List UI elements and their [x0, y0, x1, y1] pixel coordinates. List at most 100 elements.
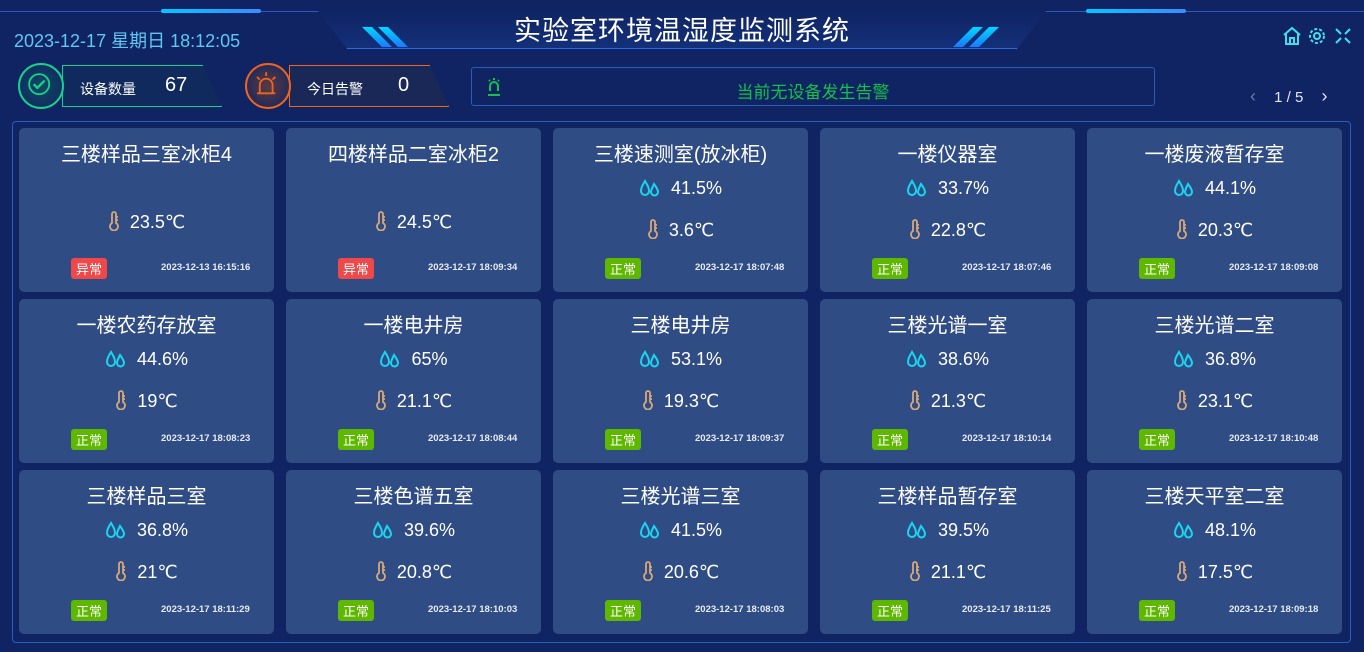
device-card[interactable]: 三楼光谱二室 36.8% 23.1℃ 正常 2023-12-17 18:10:48 — [1087, 299, 1342, 463]
status-badge: 正常 — [1139, 600, 1176, 621]
device-name: 三楼光谱三室 — [620, 486, 741, 508]
thermometer-icon — [643, 390, 653, 411]
temperature-value: 17.5℃ — [1197, 562, 1254, 582]
thermometer-icon — [116, 390, 127, 411]
home-icon[interactable] — [1282, 26, 1302, 46]
check-cycle-icon — [18, 63, 64, 109]
device-card[interactable]: 一楼仪器室 33.7% 22.8℃ 正常 2023-12-17 18:07:46 — [820, 128, 1075, 292]
humidity-value: 38.6% — [937, 349, 990, 369]
humidity-icon — [372, 521, 392, 539]
temperature-value: 21.1℃ — [396, 391, 453, 411]
humidity-reading: 38.6% — [820, 349, 1075, 370]
thermometer-icon — [910, 219, 920, 240]
temperature-value: 3.6℃ — [668, 220, 715, 240]
temperature-reading: 24.5℃ — [286, 211, 541, 233]
device-card[interactable]: 三楼色谱五室 39.6% 20.8℃ 正常 2023-12-17 18:10:03 — [286, 470, 541, 634]
temperature-reading: 21.1℃ — [820, 561, 1075, 583]
device-name: 四楼样品二室冰柜2 — [327, 144, 500, 166]
fullscreen-icon[interactable] — [1333, 26, 1353, 46]
status-badge: 异常 — [71, 258, 108, 279]
device-card[interactable]: 三楼光谱一室 38.6% 21.3℃ 正常 2023-12-17 18:10:14 — [820, 299, 1075, 463]
device-name: 三楼样品三室冰柜4 — [60, 144, 233, 166]
temperature-reading: 21.3℃ — [820, 390, 1075, 412]
device-name: 三楼样品暂存室 — [877, 486, 1018, 508]
status-badge: 正常 — [605, 600, 642, 621]
device-name: 三楼速测室(放冰柜) — [593, 144, 768, 166]
temperature-reading: 19.3℃ — [553, 390, 808, 412]
humidity-icon — [906, 350, 926, 368]
humidity-reading: 41.5% — [553, 520, 808, 541]
device-card[interactable]: 一楼废液暂存室 44.1% 20.3℃ 正常 2023-12-17 18:09:08 — [1087, 128, 1342, 292]
humidity-value: 39.6% — [403, 520, 456, 540]
thermometer-icon — [643, 561, 653, 582]
humidity-icon — [1173, 521, 1193, 539]
thermometer-icon — [1177, 219, 1187, 240]
status-badge: 正常 — [1139, 258, 1176, 279]
prev-page-button[interactable]: ‹ — [1250, 86, 1256, 106]
device-name: 一楼电井房 — [363, 315, 464, 337]
device-card[interactable]: 三楼样品暂存室 39.5% 21.1℃ 正常 2023-12-17 18:11:25 — [820, 470, 1075, 634]
temperature-value: 20.8℃ — [396, 562, 453, 582]
device-card[interactable]: 三楼电井房 53.1% 19.3℃ 正常 2023-12-17 18:09:37 — [553, 299, 808, 463]
status-badge: 正常 — [338, 429, 375, 450]
alarm-banner-text: 当前无设备发生告警 — [736, 83, 890, 102]
device-card[interactable]: 三楼光谱三室 41.5% 20.6℃ 正常 2023-12-17 18:08:03 — [553, 470, 808, 634]
temperature-reading: 23.1℃ — [1087, 390, 1342, 412]
status-badge: 正常 — [605, 429, 642, 450]
device-card[interactable]: 三楼样品三室 36.8% 21℃ 正常 2023-12-17 18:11:29 — [19, 470, 274, 634]
device-name: 三楼光谱二室 — [1154, 315, 1275, 337]
update-time: 2023-12-17 18:10:14 — [962, 433, 1052, 444]
datetime: 2023-12-17 星期日 18:12:05 — [14, 31, 241, 51]
device-card[interactable]: 四楼样品二室冰柜2 24.5℃ 异常 2023-12-17 18:09:34 — [286, 128, 541, 292]
humidity-value: 53.1% — [670, 349, 723, 369]
humidity-icon — [906, 179, 926, 197]
today-alarm-frame — [289, 65, 449, 107]
device-name: 三楼光谱一室 — [887, 315, 1008, 337]
humidity-value: 41.5% — [670, 178, 723, 198]
header-accent-left — [161, 9, 261, 13]
update-time: 2023-12-17 18:09:37 — [695, 433, 785, 444]
next-page-button[interactable]: › — [1321, 86, 1328, 106]
temperature-value: 21℃ — [137, 562, 178, 582]
device-card[interactable]: 三楼天平室二室 48.1% 17.5℃ 正常 2023-12-17 18:09:18 — [1087, 470, 1342, 634]
update-time: 2023-12-17 18:11:29 — [161, 604, 250, 615]
device-grid: 三楼样品三室冰柜4 23.5℃ 异常 2023-12-13 16:15:16 四楼样品二… — [12, 121, 1351, 643]
device-card[interactable]: 三楼速测室(放冰柜) 41.5% 3.6℃ 正常 2023-12-17 18:07:48 — [553, 128, 808, 292]
update-time: 2023-12-17 18:08:44 — [428, 433, 518, 444]
header-line-right — [1044, 11, 1364, 12]
siren-icon — [245, 63, 291, 109]
temperature-reading: 21.1℃ — [286, 390, 541, 412]
device-name: 一楼农药存放室 — [76, 315, 217, 337]
humidity-icon — [1173, 179, 1193, 197]
gear-icon[interactable] — [1307, 26, 1327, 46]
thermometer-icon — [648, 219, 658, 240]
humidity-icon — [906, 521, 926, 539]
temperature-value: 22.8℃ — [930, 220, 987, 240]
device-name: 一楼仪器室 — [897, 144, 998, 166]
humidity-icon — [1173, 350, 1193, 368]
device-card[interactable]: 三楼样品三室冰柜4 23.5℃ 异常 2023-12-13 16:15:16 — [19, 128, 274, 292]
humidity-value: 33.7% — [937, 178, 990, 198]
thermometer-icon — [1177, 390, 1187, 411]
humidity-reading: 44.6% — [19, 349, 274, 370]
device-card[interactable]: 一楼电井房 65% 21.1℃ 正常 2023-12-17 18:08:44 — [286, 299, 541, 463]
update-time: 2023-12-17 18:10:48 — [1229, 433, 1319, 444]
thermometer-icon — [109, 211, 119, 232]
header-accent-right — [1086, 9, 1186, 13]
humidity-reading: 39.6% — [286, 520, 541, 541]
humidity-reading: 44.1% — [1087, 178, 1342, 199]
temperature-value: 19.3℃ — [663, 391, 720, 411]
device-card[interactable]: 一楼农药存放室 44.6% 19℃ 正常 2023-12-17 18:08:23 — [19, 299, 274, 463]
status-badge: 正常 — [1139, 429, 1176, 450]
status-badge: 正常 — [605, 258, 642, 279]
humidity-icon — [380, 350, 400, 368]
alarm-banner: 当前无设备发生告警 — [471, 67, 1155, 106]
temperature-value: 24.5℃ — [396, 212, 453, 232]
humidity-reading: 33.7% — [820, 178, 1075, 199]
temperature-value: 19℃ — [137, 391, 178, 411]
humidity-value: 44.6% — [136, 349, 189, 369]
status-badge: 正常 — [872, 429, 909, 450]
temperature-reading: 21℃ — [19, 561, 274, 583]
thermometer-icon — [910, 561, 920, 582]
temperature-reading: 22.8℃ — [820, 219, 1075, 241]
